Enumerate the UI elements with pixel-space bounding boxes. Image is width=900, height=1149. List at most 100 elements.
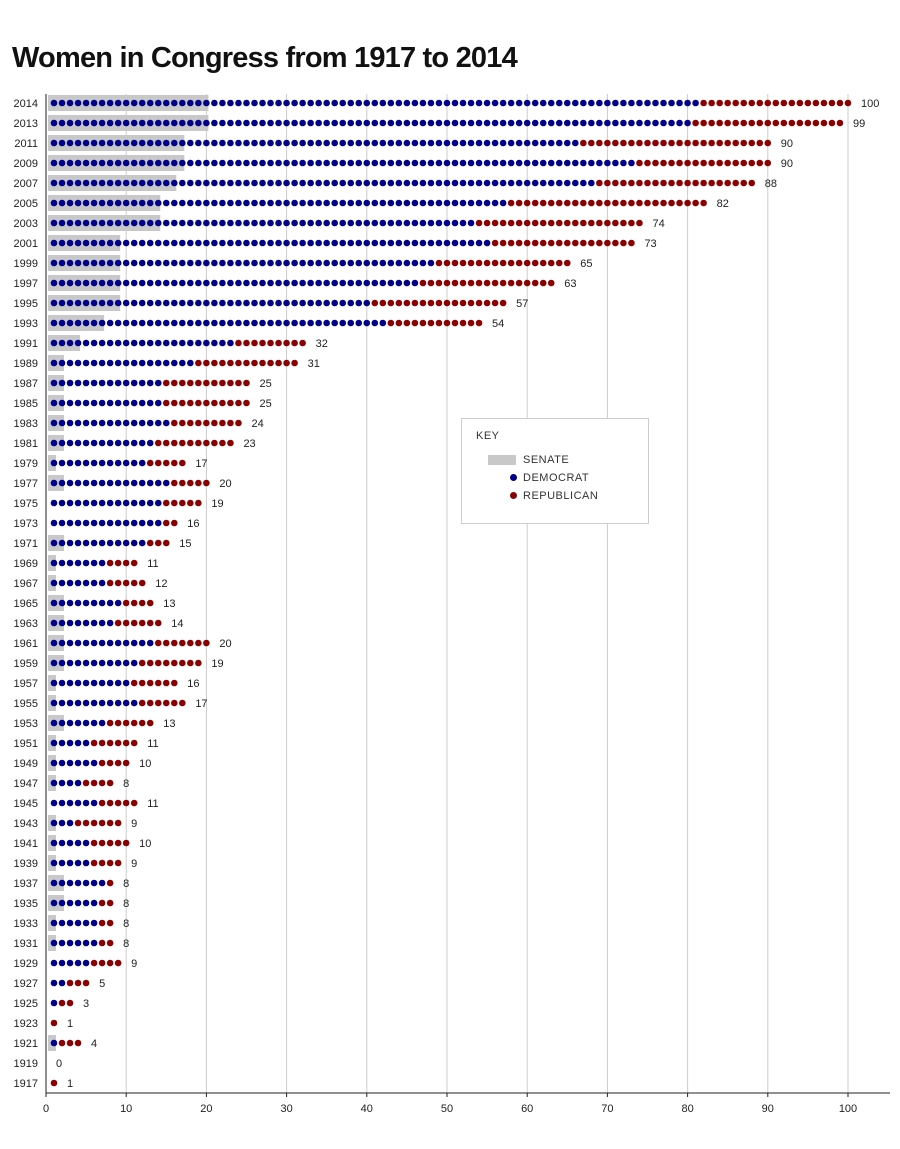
democrat-dot bbox=[315, 259, 322, 267]
republican-dot bbox=[154, 639, 162, 647]
democrat-dot bbox=[146, 419, 154, 427]
democrat-dot bbox=[146, 379, 154, 387]
democrat-dot bbox=[50, 539, 58, 547]
democrat-dot bbox=[435, 179, 443, 187]
democrat-dot bbox=[291, 259, 298, 267]
democrat-dot bbox=[82, 319, 90, 327]
democrat-dot bbox=[411, 179, 419, 187]
democrat-dot bbox=[499, 139, 507, 147]
democrat-dot bbox=[451, 99, 459, 107]
democrat-dot bbox=[90, 219, 98, 227]
democrat-dot bbox=[138, 639, 146, 647]
democrat-dot bbox=[243, 199, 250, 207]
total-label: 25 bbox=[259, 398, 271, 410]
republican-dot bbox=[499, 239, 507, 247]
democrat-dot bbox=[82, 399, 90, 407]
republican-dot bbox=[66, 1039, 74, 1047]
republican-dot bbox=[563, 239, 571, 247]
democrat-dot bbox=[162, 119, 170, 127]
democrat-dot bbox=[515, 119, 523, 127]
democrat-dot bbox=[58, 899, 66, 907]
republican-dot bbox=[267, 339, 274, 347]
democrat-dot bbox=[203, 239, 210, 247]
republican-dot bbox=[620, 179, 627, 187]
democrat-dot bbox=[98, 379, 106, 387]
republican-dot bbox=[66, 999, 74, 1007]
democrat-dot bbox=[90, 479, 98, 487]
democrat-dot bbox=[243, 259, 250, 267]
democrat-dot bbox=[459, 139, 467, 147]
democrat-dot bbox=[50, 379, 58, 387]
republican-dot bbox=[475, 319, 483, 327]
democrat-dot bbox=[363, 159, 371, 167]
democrat-dot bbox=[66, 439, 74, 447]
democrat-dot bbox=[82, 879, 90, 887]
democrat-dot bbox=[187, 339, 194, 347]
republican-dot bbox=[483, 299, 491, 307]
democrat-dot bbox=[171, 339, 178, 347]
democrat-dot bbox=[50, 259, 58, 267]
democrat-dot bbox=[692, 99, 699, 107]
republican-dot bbox=[547, 199, 555, 207]
democrat-dot bbox=[98, 199, 106, 207]
democrat-dot bbox=[547, 139, 555, 147]
democrat-dot bbox=[660, 99, 667, 107]
democrat-dot bbox=[82, 419, 90, 427]
democrat-dot bbox=[580, 159, 587, 167]
democrat-dot bbox=[122, 519, 130, 527]
democrat-dot bbox=[355, 159, 363, 167]
democrat-dot bbox=[187, 119, 194, 127]
democrat-dot bbox=[114, 159, 122, 167]
democrat-dot bbox=[267, 139, 274, 147]
democrat-dot bbox=[82, 659, 90, 667]
democrat-dot bbox=[195, 139, 202, 147]
total-label: 73 bbox=[644, 238, 656, 250]
republican-dot bbox=[146, 459, 154, 467]
democrat-dot bbox=[98, 399, 106, 407]
democrat-dot bbox=[154, 419, 162, 427]
total-label: 0 bbox=[56, 1058, 62, 1070]
democrat-dot bbox=[612, 159, 619, 167]
republican-dot bbox=[114, 839, 122, 847]
democrat-dot bbox=[243, 179, 250, 187]
democrat-dot bbox=[154, 379, 162, 387]
republican-dot bbox=[604, 139, 611, 147]
republican-dot bbox=[644, 139, 651, 147]
republican-dot bbox=[154, 679, 162, 687]
democrat-dot bbox=[74, 179, 82, 187]
democrat-dot bbox=[74, 699, 82, 707]
democrat-dot bbox=[555, 119, 563, 127]
democrat-dot bbox=[114, 119, 122, 127]
democrat-dot bbox=[467, 139, 475, 147]
democrat-dot bbox=[371, 259, 379, 267]
democrat-dot bbox=[267, 239, 274, 247]
democrat-dot bbox=[106, 519, 114, 527]
democrat-dot bbox=[363, 319, 371, 327]
democrat-dot bbox=[443, 139, 451, 147]
democrat-dot bbox=[74, 879, 82, 887]
democrat-dot bbox=[90, 939, 98, 947]
republican-dot bbox=[195, 399, 202, 407]
democrat-dot bbox=[98, 879, 106, 887]
year-label: 1991 bbox=[14, 338, 38, 350]
democrat-dot bbox=[267, 279, 274, 287]
democrat-dot bbox=[467, 239, 475, 247]
democrat-dot bbox=[227, 119, 234, 127]
democrat-dot bbox=[66, 259, 74, 267]
democrat-dot bbox=[50, 299, 58, 307]
republican-dot bbox=[523, 219, 531, 227]
democrat-dot bbox=[98, 639, 106, 647]
democrat-dot bbox=[66, 199, 74, 207]
democrat-dot bbox=[379, 279, 387, 287]
democrat-dot bbox=[187, 259, 194, 267]
democrat-dot bbox=[162, 139, 170, 147]
republican-dot bbox=[395, 319, 403, 327]
republican-dot bbox=[668, 139, 675, 147]
democrat-dot bbox=[114, 319, 122, 327]
democrat-dot bbox=[50, 179, 58, 187]
republican-dot bbox=[676, 159, 683, 167]
legend-item-republican: REPUBLICAN bbox=[488, 489, 638, 503]
democrat-dot bbox=[531, 139, 539, 147]
democrat-dot bbox=[138, 339, 146, 347]
democrat-dot bbox=[122, 679, 130, 687]
